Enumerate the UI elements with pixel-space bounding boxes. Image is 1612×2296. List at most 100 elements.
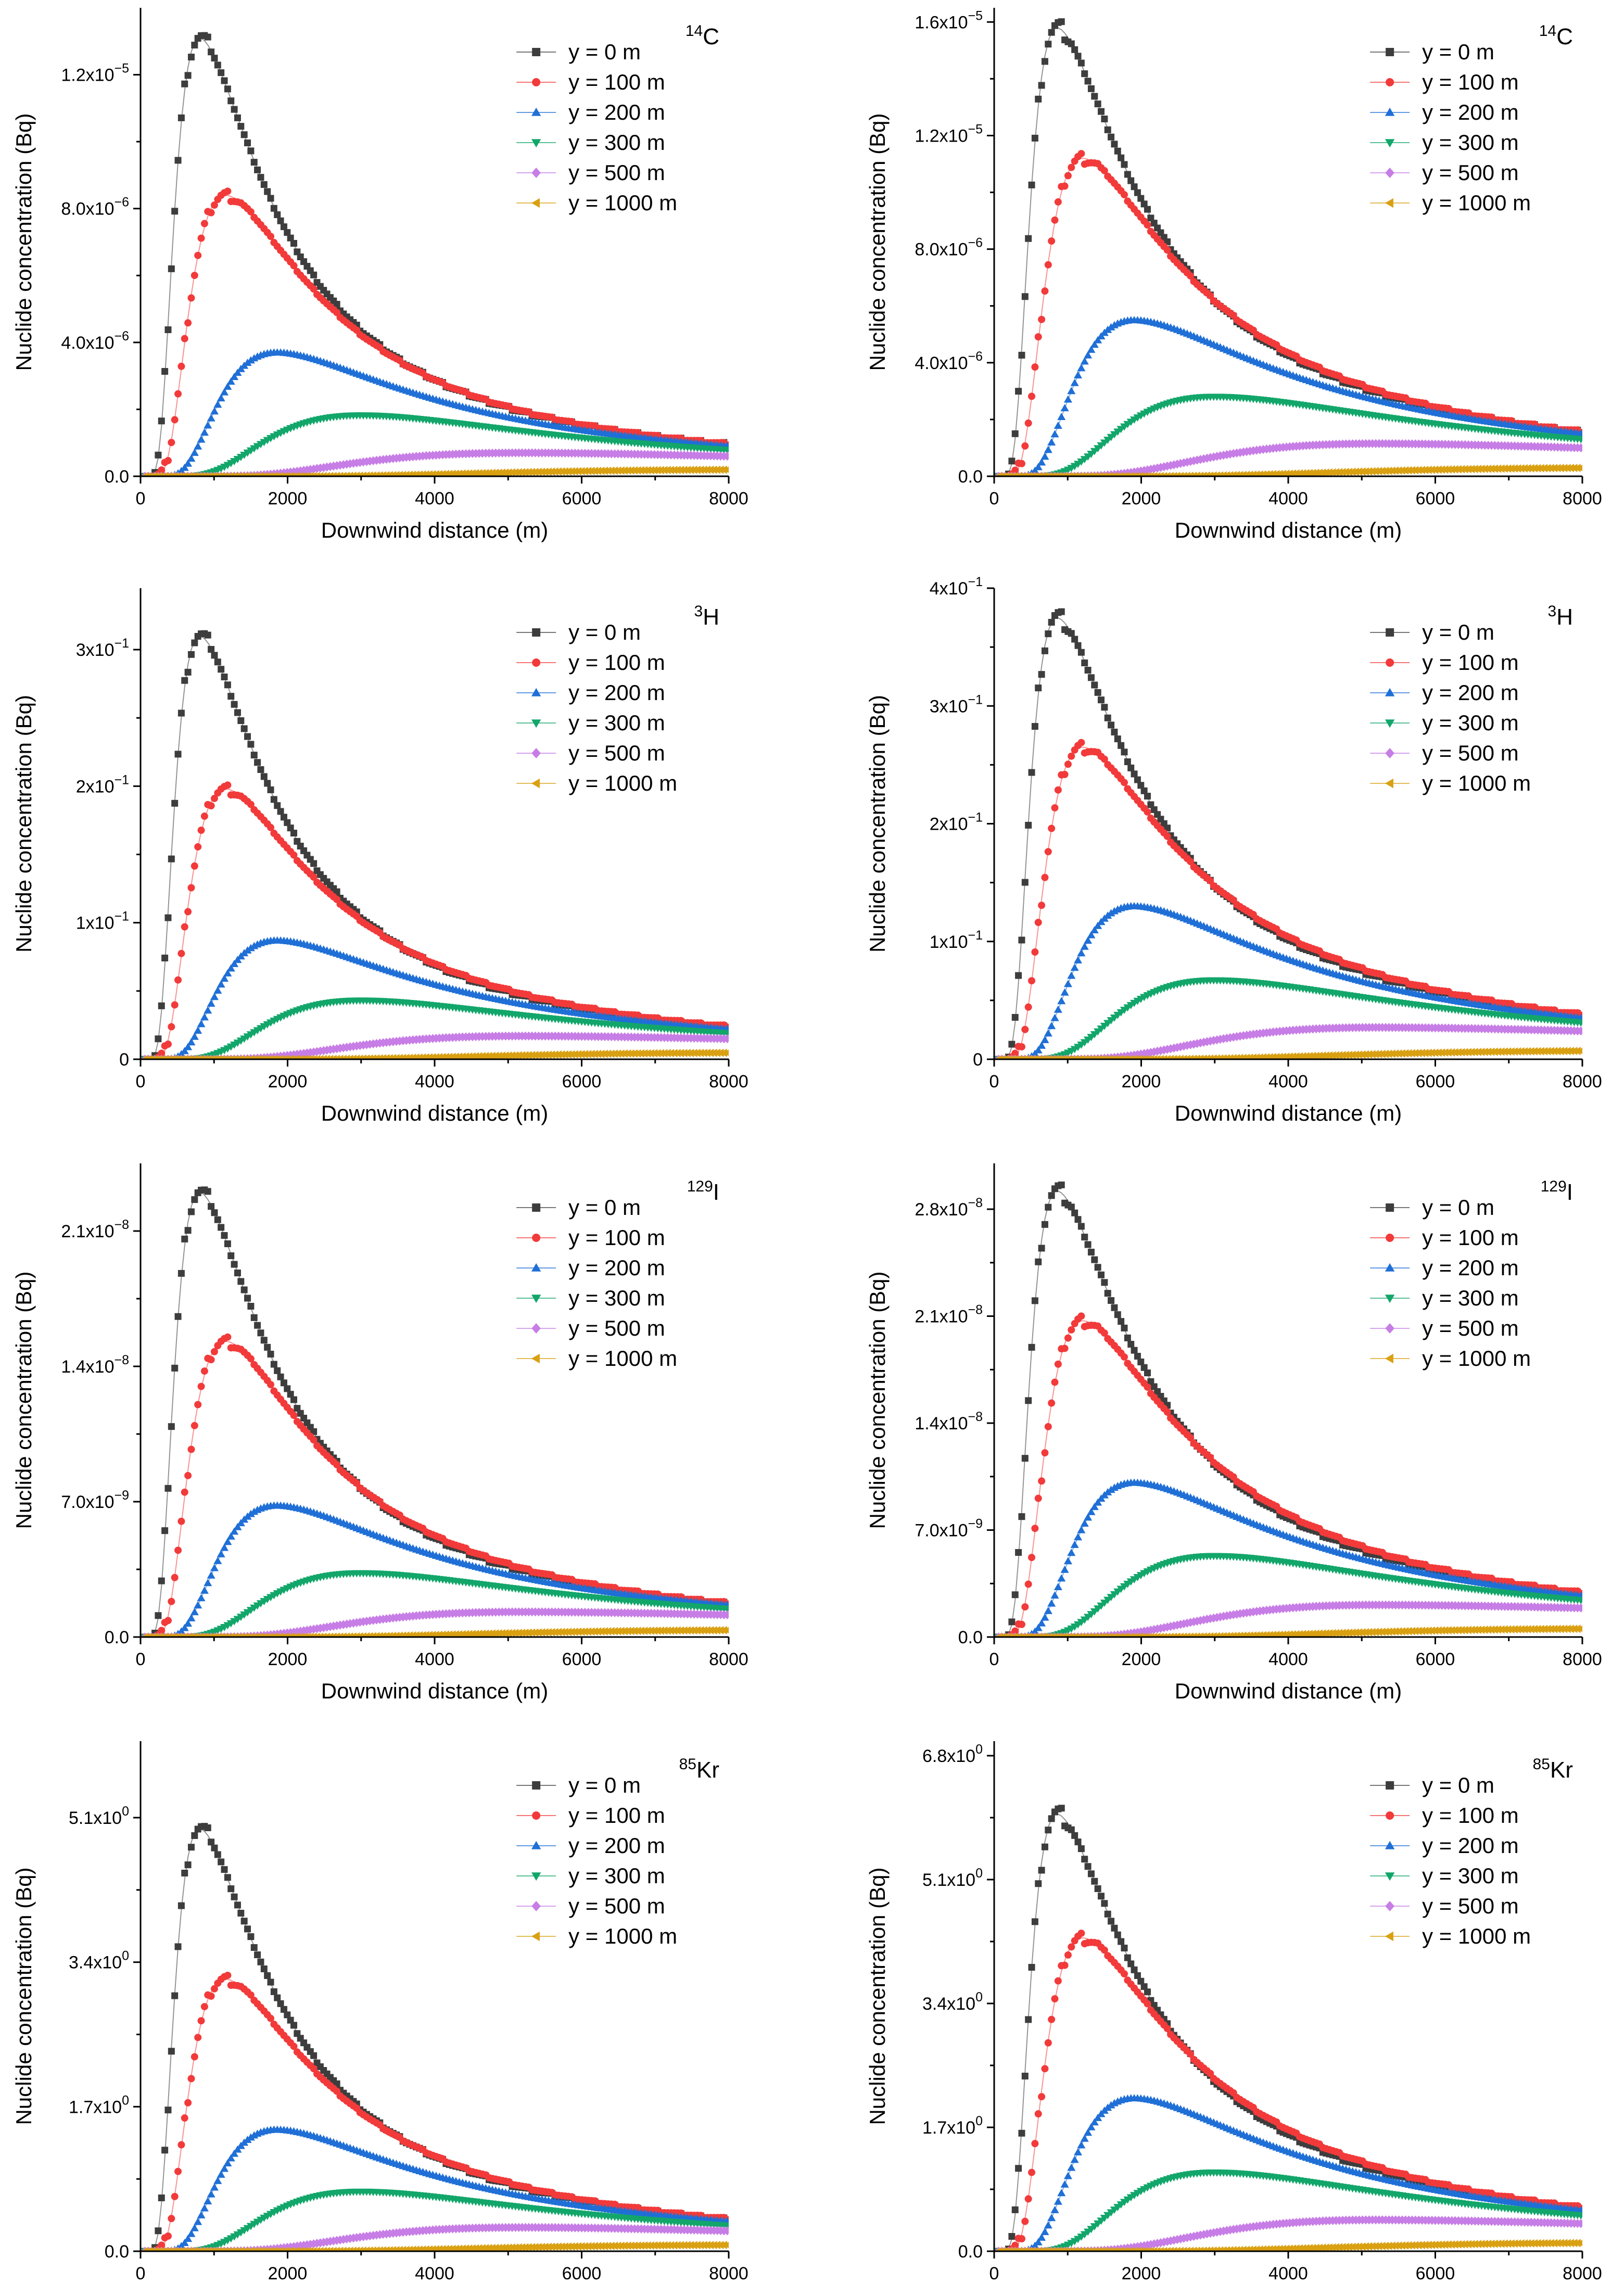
x-axis-label: Downwind distance (m) bbox=[1175, 518, 1402, 542]
y-tick-mantissa: 2.1x10 bbox=[915, 1307, 968, 1327]
nuclide-symbol: I bbox=[713, 1179, 719, 1205]
legend-marker bbox=[531, 107, 541, 116]
series-markers-y-500-m bbox=[994, 439, 1582, 476]
x-tick-label: 2000 bbox=[1122, 2264, 1161, 2284]
legend-label: y = 1000 m bbox=[568, 1346, 677, 1371]
x-tick-label: 6000 bbox=[1416, 1072, 1455, 1092]
legend-marker bbox=[532, 1781, 541, 1790]
y-tick-label: 2x10−1 bbox=[930, 810, 983, 834]
y-tick-mantissa: 2x10 bbox=[930, 815, 968, 834]
series-markers-y-500-m bbox=[994, 1600, 1582, 1637]
y-tick-exponent: −8 bbox=[968, 1303, 983, 1317]
x-tick-label: 4000 bbox=[1268, 1650, 1308, 1669]
y-tick-mantissa: 1.4x10 bbox=[915, 1414, 968, 1434]
x-axis-label: Downwind distance (m) bbox=[321, 1679, 549, 1703]
chart-panel-3: 0 2000 4000 6000 800001x10−12x10−13x10−1Down… bbox=[11, 588, 748, 1125]
y-tick-label: 1.4x10−8 bbox=[915, 1410, 983, 1434]
y-tick-label: 0 bbox=[119, 1050, 129, 1070]
legend-marker bbox=[1386, 78, 1394, 86]
y-tick-exponent: −1 bbox=[968, 810, 983, 825]
series-markers-y-300-m bbox=[994, 394, 1582, 476]
series-markers-y-500-m bbox=[141, 2223, 729, 2251]
series-group bbox=[141, 1823, 729, 2251]
y-tick-mantissa: 5.1x10 bbox=[69, 1808, 122, 1828]
y-tick-exponent: −5 bbox=[114, 61, 129, 76]
y-tick-mantissa: 2.1x10 bbox=[61, 1222, 114, 1241]
series-markers-y-500-m bbox=[141, 1031, 729, 1059]
x-axis-label: Downwind distance (m) bbox=[1175, 1101, 1402, 1125]
y-tick-mantissa: 6.8x10 bbox=[922, 1746, 975, 1766]
plot-area bbox=[994, 1741, 1582, 2251]
series-markers-y-1000-m bbox=[994, 1625, 1582, 1637]
y-tick-mantissa: 0.0 bbox=[958, 2242, 983, 2262]
legend: y = 0 m y = 100 m y = 200 m y = 300 m y = 50… bbox=[1370, 40, 1531, 215]
y-tick-exponent: −1 bbox=[114, 636, 129, 651]
legend-marker bbox=[532, 78, 541, 86]
x-tick-label: 8000 bbox=[1563, 2264, 1602, 2284]
series-markers-y-300-m bbox=[141, 412, 729, 476]
legend: y = 0 m y = 100 m y = 200 m y = 300 m y = 50… bbox=[516, 40, 677, 215]
legend-label: y = 300 m bbox=[568, 1863, 665, 1888]
x-tick-label: 4000 bbox=[1268, 2264, 1308, 2284]
x-axis-label: Downwind distance (m) bbox=[321, 518, 549, 542]
y-tick-mantissa: 1.2x10 bbox=[915, 126, 968, 146]
nuclide-mass-number: 3 bbox=[694, 603, 703, 620]
x-tick-label: 4000 bbox=[1268, 489, 1308, 509]
series-markers-y-300-m bbox=[141, 1570, 729, 1637]
legend-label: y = 200 m bbox=[568, 680, 665, 705]
y-tick-exponent: −1 bbox=[968, 928, 983, 943]
y-tick-label: 4.0x10−6 bbox=[915, 349, 983, 373]
y-tick-label: 0.0 bbox=[105, 2242, 129, 2262]
legend-label: y = 200 m bbox=[568, 1255, 665, 1280]
nuclide-symbol: C bbox=[1556, 24, 1573, 49]
y-tick-label: 1.7x100 bbox=[69, 2093, 129, 2117]
legend-marker bbox=[531, 1841, 541, 1849]
x-tick-label: 8000 bbox=[1563, 1072, 1602, 1092]
legend-marker bbox=[1385, 1353, 1393, 1364]
legend-marker bbox=[532, 1203, 541, 1212]
plot-area bbox=[141, 588, 729, 1059]
legend-marker bbox=[531, 198, 540, 208]
x-tick-label: 0 bbox=[989, 2264, 999, 2284]
legend-label: y = 1000 m bbox=[1422, 1924, 1531, 1948]
y-axis-label: Nuclide concentration (Bq) bbox=[865, 1868, 890, 2125]
chart-panel-1: 0 2000 4000 6000 80000.04.0x10−68.0x10−61.2x… bbox=[11, 8, 748, 542]
legend-label: y = 100 m bbox=[568, 1225, 665, 1250]
legend: y = 0 m y = 100 m y = 200 m y = 300 m y = 50… bbox=[1370, 1195, 1531, 1371]
x-tick-label: 6000 bbox=[562, 2264, 602, 2284]
y-tick-mantissa: 7.0x10 bbox=[61, 1492, 114, 1512]
x-tick-label: 2000 bbox=[1122, 1650, 1161, 1669]
y-axis-label: Nuclide concentration (Bq) bbox=[11, 1868, 36, 2125]
legend-label: y = 0 m bbox=[1422, 620, 1494, 644]
legend-label: y = 300 m bbox=[568, 1286, 665, 1310]
series-markers-y-300-m bbox=[141, 997, 729, 1059]
y-tick-label: 4x10−1 bbox=[930, 575, 983, 599]
x-tick-label: 4000 bbox=[415, 489, 454, 509]
legend-label: y = 500 m bbox=[568, 160, 665, 185]
legend-label: y = 200 m bbox=[1422, 1255, 1519, 1280]
y-tick-label: 0 bbox=[973, 1050, 983, 1070]
legend-marker bbox=[531, 1263, 541, 1272]
x-tick-label: 6000 bbox=[1416, 2264, 1455, 2284]
legend-marker bbox=[1385, 719, 1395, 728]
plot-area bbox=[141, 1741, 729, 2251]
nuclide-title: 14C bbox=[1539, 22, 1573, 49]
y-tick-label: 0.0 bbox=[958, 467, 983, 487]
legend-marker bbox=[532, 1234, 541, 1242]
legend-marker bbox=[531, 688, 541, 696]
y-axis-label: Nuclide concentration (Bq) bbox=[11, 695, 36, 953]
legend-marker bbox=[1385, 1872, 1395, 1881]
legend-label: y = 1000 m bbox=[568, 1924, 677, 1948]
x-tick-label: 0 bbox=[136, 489, 146, 509]
series-markers-y-1000-m bbox=[141, 465, 729, 476]
legend-label: y = 500 m bbox=[1422, 1316, 1519, 1340]
x-tick-label: 2000 bbox=[268, 489, 308, 509]
legend-marker bbox=[1386, 1203, 1394, 1212]
x-tick-label: 4000 bbox=[415, 1650, 454, 1669]
y-tick-mantissa: 1.7x10 bbox=[69, 2097, 122, 2117]
x-tick-label: 2000 bbox=[268, 1072, 308, 1092]
legend-marker bbox=[1385, 1295, 1395, 1303]
series-markers-y-300-m bbox=[994, 1553, 1582, 1637]
y-tick-mantissa: 1x10 bbox=[930, 932, 968, 952]
